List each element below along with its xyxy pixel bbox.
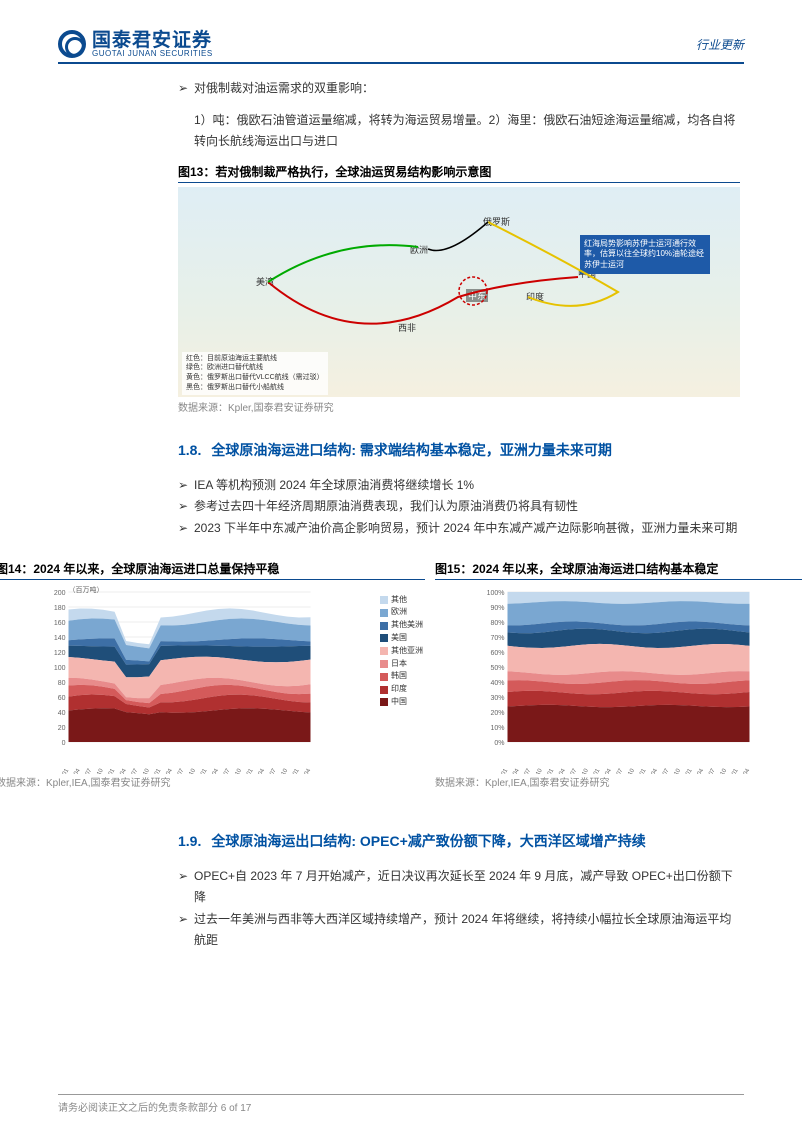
svg-text:21-01: 21-01 <box>150 767 163 774</box>
intro-bullet: 对俄制裁对油运需求的双重影响： <box>178 78 740 100</box>
intro-subtext: 1）吨：俄欧石油管道运量缩减，将转为海运贸易增量。2）海里：俄欧石油短途海运量缩… <box>178 110 740 153</box>
svg-text:80%: 80% <box>490 620 504 627</box>
svg-text:180: 180 <box>54 605 66 612</box>
svg-text:19-04: 19-04 <box>69 767 82 774</box>
page-header: 国泰君安证券 GUOTAI JUNAN SECURITIES 行业更新 <box>58 30 744 64</box>
svg-text:40: 40 <box>58 710 66 717</box>
svg-text:10%: 10% <box>490 725 504 732</box>
svg-text:22-07: 22-07 <box>658 767 671 774</box>
fig13-title: 图13：若对俄制裁严格执行，全球油运贸易结构影响示意图 <box>178 163 740 183</box>
fig13-source: 数据来源：Kpler,国泰君安证券研究 <box>178 399 740 414</box>
svg-text:20-10: 20-10 <box>138 767 151 774</box>
svg-text:20-07: 20-07 <box>126 767 139 774</box>
svg-text:80: 80 <box>58 680 66 687</box>
svg-text:19-07: 19-07 <box>80 767 93 774</box>
svg-text:23-10: 23-10 <box>715 767 728 774</box>
svg-text:0: 0 <box>62 740 66 747</box>
svg-text:21-07: 21-07 <box>612 767 625 774</box>
svg-text:24-04: 24-04 <box>299 767 312 774</box>
svg-text:22-01: 22-01 <box>635 767 648 774</box>
svg-text:60: 60 <box>58 695 66 702</box>
svg-text:23-07: 23-07 <box>265 767 278 774</box>
svg-text:90%: 90% <box>490 605 504 612</box>
svg-text:50%: 50% <box>490 665 504 672</box>
svg-text:21-10: 21-10 <box>623 767 636 774</box>
svg-text:19-10: 19-10 <box>92 767 105 774</box>
logo-cn-text: 国泰君安证券 <box>92 31 213 50</box>
svg-text:24-04: 24-04 <box>738 767 751 774</box>
section-19-title: 1.9.全球原油海运出口结构: OPEC+减产致份额下降，大西洋区域增产持续 <box>178 831 740 852</box>
svg-text:140: 140 <box>54 635 66 642</box>
fig15-chart: 0%10%20%30%40%50%60%70%80%90%100%19-0119… <box>435 584 802 774</box>
svg-text:20-04: 20-04 <box>115 767 128 774</box>
header-category: 行业更新 <box>696 36 744 53</box>
svg-text:60%: 60% <box>490 650 504 657</box>
logo-icon <box>58 30 86 58</box>
fig13-map: 俄罗斯 欧洲 美湾 中国 印度 中东 西非 红海局势影响苏伊士运河通行效率，估算… <box>178 187 740 397</box>
svg-text:30%: 30% <box>490 695 504 702</box>
svg-text:24-01: 24-01 <box>288 767 301 774</box>
svg-text:100: 100 <box>54 665 66 672</box>
svg-text:20%: 20% <box>490 710 504 717</box>
svg-text:20-07: 20-07 <box>565 767 578 774</box>
svg-text:23-01: 23-01 <box>681 767 694 774</box>
svg-text:20-04: 20-04 <box>554 767 567 774</box>
svg-text:23-04: 23-04 <box>253 767 266 774</box>
svg-text:24-01: 24-01 <box>727 767 740 774</box>
svg-text:20-01: 20-01 <box>103 767 116 774</box>
svg-text:70%: 70% <box>490 635 504 642</box>
svg-text:0%: 0% <box>494 740 504 747</box>
svg-text:20: 20 <box>58 725 66 732</box>
svg-text:160: 160 <box>54 620 66 627</box>
fig14-title: 图14：2024 年以来，全球原油海运进口总量保持平稳 <box>0 560 425 580</box>
svg-text:200: 200 <box>54 590 66 597</box>
svg-text:40%: 40% <box>490 680 504 687</box>
fig14-chart: 02040608010012014016018020019-0119-0419-… <box>0 584 425 774</box>
svg-text:22-04: 22-04 <box>207 767 220 774</box>
svg-text:22-07: 22-07 <box>219 767 232 774</box>
svg-text:23-07: 23-07 <box>704 767 717 774</box>
svg-text:19-04: 19-04 <box>508 767 521 774</box>
svg-text:21-04: 21-04 <box>161 767 174 774</box>
svg-text:21-10: 21-10 <box>184 767 197 774</box>
svg-text:19-10: 19-10 <box>531 767 544 774</box>
svg-text:（百万吨）: （百万吨） <box>69 585 104 594</box>
fig14-source: 数据来源：Kpler,IEA,国泰君安证券研究 <box>0 774 425 789</box>
svg-text:22-10: 22-10 <box>230 767 243 774</box>
svg-text:19-01: 19-01 <box>57 767 70 774</box>
logo-en-text: GUOTAI JUNAN SECURITIES <box>92 50 213 58</box>
section-19-bullets: OPEC+自 2023 年 7 月开始减产，近日决议再次延长至 2024 年 9… <box>178 866 740 952</box>
svg-text:20-01: 20-01 <box>542 767 555 774</box>
svg-text:21-04: 21-04 <box>600 767 613 774</box>
svg-text:23-10: 23-10 <box>276 767 289 774</box>
svg-text:19-01: 19-01 <box>496 767 509 774</box>
company-logo: 国泰君安证券 GUOTAI JUNAN SECURITIES <box>58 30 213 58</box>
svg-text:22-01: 22-01 <box>196 767 209 774</box>
section-18-bullets: IEA 等机构预测 2024 年全球原油消费将继续增长 1% 参考过去四十年经济… <box>178 475 740 540</box>
svg-text:20-10: 20-10 <box>577 767 590 774</box>
svg-text:19-07: 19-07 <box>519 767 532 774</box>
svg-text:22-04: 22-04 <box>646 767 659 774</box>
svg-text:120: 120 <box>54 650 66 657</box>
fig15-source: 数据来源：Kpler,IEA,国泰君安证券研究 <box>435 774 802 789</box>
section-18-title: 1.8.全球原油海运进口结构: 需求端结构基本稳定，亚洲力量未来可期 <box>178 440 740 461</box>
svg-text:100%: 100% <box>487 590 505 597</box>
page-footer: 请务必阅读正文之后的免责条款部分 6 of 17 <box>58 1094 744 1114</box>
fig15-title: 图15：2024 年以来，全球原油海运进口结构基本稳定 <box>435 560 802 580</box>
svg-text:23-01: 23-01 <box>242 767 255 774</box>
svg-text:21-01: 21-01 <box>589 767 602 774</box>
svg-text:22-10: 22-10 <box>669 767 682 774</box>
svg-text:23-04: 23-04 <box>692 767 705 774</box>
svg-text:21-07: 21-07 <box>173 767 186 774</box>
